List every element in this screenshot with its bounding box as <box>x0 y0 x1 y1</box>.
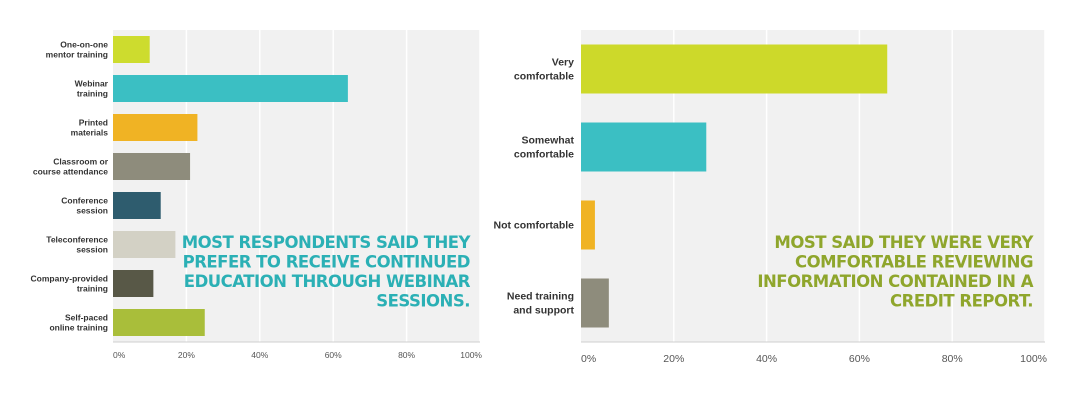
x-tick-label: 60% <box>325 350 342 360</box>
chart-education-preference: 0% 20% 40% 60% 80% 100% One-on-one mentor train… <box>31 30 482 360</box>
bar-edu-3 <box>113 153 191 180</box>
bar-edu-6 <box>113 270 154 297</box>
x-tick-label: 0% <box>113 350 126 360</box>
annotation-comfort: MOST SAID THEY WERE VERY COMFORTABLE REVI… <box>757 233 1034 311</box>
category-label: Company-provided training <box>31 273 108 293</box>
x-tick-label: 20% <box>178 350 195 360</box>
category-label: Conference session <box>61 195 108 215</box>
x-tick-label: 100% <box>460 350 482 360</box>
x-tick-label: 80% <box>398 350 415 360</box>
annotation-edu: MOST RESPONDENTS SAID THEY PREFER TO RECE… <box>182 233 472 311</box>
x-tick-label: 40% <box>251 350 268 360</box>
bar-comfort-2 <box>581 200 595 250</box>
category-label: Self-paced online training <box>49 312 108 332</box>
category-label: Webinar training <box>75 78 109 98</box>
bar-edu-0 <box>113 36 150 63</box>
x-tick-label: 0% <box>581 353 596 365</box>
bar-comfort-3 <box>581 278 609 328</box>
x-tick-label: 60% <box>849 353 870 365</box>
category-label: Teleconference session <box>46 234 108 254</box>
bar-edu-7 <box>113 309 205 336</box>
bar-comfort-0 <box>581 44 888 94</box>
category-label: Very comfortable <box>514 57 574 83</box>
category-label: Printed materials <box>71 117 109 137</box>
bar-edu-2 <box>113 114 198 141</box>
category-label: One-on-one mentor training <box>46 39 109 59</box>
category-label: Not comfortable <box>493 220 574 232</box>
category-label: Classroom or course attendance <box>33 156 109 176</box>
chart-credit-report-comfort: 0% 20% 40% 60% 80% 100% Very comfortable Somewha… <box>493 30 1047 365</box>
x-tick-label: 40% <box>756 353 777 365</box>
bar-comfort-1 <box>581 122 707 172</box>
category-label: Somewhat comfortable <box>514 135 575 161</box>
bar-edu-4 <box>113 192 161 219</box>
category-label: Need training and support <box>507 291 575 317</box>
bar-edu-5 <box>113 231 176 258</box>
bar-edu-1 <box>113 75 348 102</box>
x-tick-label: 20% <box>663 353 684 365</box>
x-tick-label: 80% <box>942 353 963 365</box>
x-tick-label: 100% <box>1020 353 1047 365</box>
